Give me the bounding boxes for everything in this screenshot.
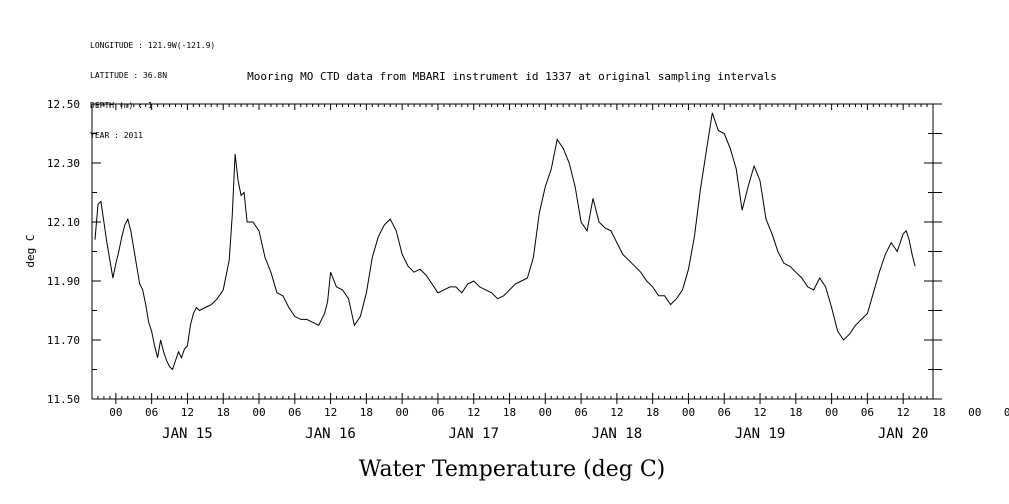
x-day-label: JAN 15 <box>162 426 213 442</box>
x-hour-tick-label: 18 <box>217 406 230 419</box>
header-meta: LONGITUDE : 121.9W(-121.9) LATITUDE : 36… <box>90 21 215 151</box>
x-hour-tick-label: 18 <box>503 406 516 419</box>
x-hour-tick-label: 00 <box>539 406 552 419</box>
y-axis-label: deg C <box>24 234 37 267</box>
x-hour-tick-label: 00 <box>968 406 981 419</box>
x-hour-tick-label: 12 <box>753 406 766 419</box>
y-tick-label: 12.10 <box>47 216 80 229</box>
x-hour-tick-label: 06 <box>1004 406 1009 419</box>
x-hour-tick-label: 12 <box>324 406 337 419</box>
x-hour-tick-label: 06 <box>718 406 731 419</box>
year-text: YEAR : 2011 <box>90 131 143 140</box>
x-hour-tick-label: 18 <box>360 406 373 419</box>
x-hour-tick-label: 18 <box>789 406 802 419</box>
x-hour-tick-label: 12 <box>181 406 194 419</box>
temperature-series-line <box>94 112 916 371</box>
latitude-text: LATITUDE : 36.8N <box>90 71 168 80</box>
x-hour-tick-label: 06 <box>145 406 158 419</box>
x-hour-tick-label: 00 <box>252 406 265 419</box>
x-hour-tick-label: 18 <box>932 406 945 419</box>
x-hour-tick-label: 00 <box>396 406 409 419</box>
y-tick-label: 12.30 <box>47 157 80 170</box>
x-hour-tick-label: 00 <box>109 406 122 419</box>
x-hour-tick-label: 06 <box>861 406 874 419</box>
x-day-label: JAN 19 <box>735 426 786 442</box>
longitude-text: LONGITUDE : 121.9W(-121.9) <box>90 41 216 50</box>
y-axis: 11.50 11.70 11.90 12.10 12.30 12.50 <box>47 98 942 406</box>
x-axis-label: Water Temperature (deg C) <box>359 457 666 482</box>
x-hour-tick-label: 12 <box>467 406 480 419</box>
x-axis: 00 06 12 18 00 06 12 18 00 06 12 18 00 06 12 18 00 06 12 18… <box>91 104 1009 442</box>
x-hour-tick-label: 18 <box>646 406 659 419</box>
x-hour-tick-label: 00 <box>825 406 838 419</box>
y-tick-label: 11.50 <box>47 393 80 406</box>
y-tick-label: 12.50 <box>47 98 80 111</box>
x-day-label: JAN 20 <box>878 426 929 442</box>
y-tick-label: 11.70 <box>47 334 80 347</box>
x-hour-tick-label: 12 <box>897 406 910 419</box>
x-day-label: JAN 18 <box>592 426 643 442</box>
x-day-label: JAN 17 <box>448 426 499 442</box>
x-hour-tick-label: 06 <box>574 406 587 419</box>
x-hour-tick-label: 12 <box>610 406 623 419</box>
x-hour-tick-label: 06 <box>288 406 301 419</box>
depth-text: DEPTH (m) : 1 <box>90 101 153 110</box>
y-tick-label: 11.90 <box>47 275 80 288</box>
x-hour-tick-label: 00 <box>682 406 695 419</box>
plot-frame <box>91 103 934 400</box>
chart-title: Mooring MO CTD data from MBARI instrumen… <box>247 70 777 83</box>
x-hour-tick-label: 06 <box>431 406 444 419</box>
x-day-label: JAN 16 <box>305 426 356 442</box>
